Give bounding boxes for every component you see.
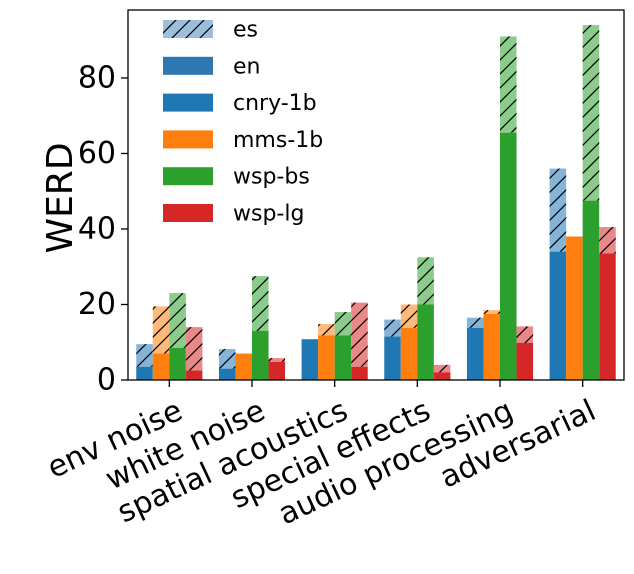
bar-es-hatch-mms-1b-0 xyxy=(152,306,170,354)
bars-layer xyxy=(136,25,616,380)
bar-en-wsp-lg-3 xyxy=(433,372,451,380)
bar-en-mms-1b-5 xyxy=(566,236,583,380)
legend-swatch-wsp-bs xyxy=(163,167,213,186)
legend-label-mms-1b: mms-1b xyxy=(233,128,323,153)
legend-label-wsp-bs: wsp-bs xyxy=(233,165,310,190)
bar-es-hatch-wsp-bs-1 xyxy=(252,276,269,331)
bar-es-hatch-wsp-lg-2 xyxy=(351,302,368,367)
bar-es-hatch-cnry-1b-5 xyxy=(549,168,567,252)
legend-swatch-en xyxy=(163,56,213,75)
bar-es-hatch-mms-1b-2 xyxy=(318,324,335,336)
bar-es-hatch-wsp-lg-5 xyxy=(599,227,616,254)
bar-es-hatch-cnry-1b-3 xyxy=(384,319,401,337)
bar-es-hatch-wsp-bs-2 xyxy=(334,312,352,336)
bar-en-cnry-1b-1 xyxy=(218,368,236,380)
bar-en-wsp-bs-2 xyxy=(334,335,352,380)
bar-es-hatch-wsp-bs-3 xyxy=(417,257,434,305)
bar-es-hatch-wsp-bs-4 xyxy=(500,36,517,133)
bar-en-mms-1b-2 xyxy=(318,335,335,380)
bar-es-hatch-cnry-1b-4 xyxy=(466,317,484,328)
y-tick-label: 20 xyxy=(78,287,116,322)
bar-en-mms-1b-0 xyxy=(152,353,170,380)
bar-en-mms-1b-3 xyxy=(400,327,418,380)
bar-es-hatch-wsp-lg-0 xyxy=(185,327,203,371)
legend-label-es: es xyxy=(233,18,258,43)
legend-label-en: en xyxy=(233,54,260,79)
legend-swatch-cnry-1b xyxy=(163,93,213,112)
bar-en-wsp-bs-4 xyxy=(500,132,517,380)
bar-es-hatch-wsp-bs-0 xyxy=(169,293,186,348)
legend-swatch-mms-1b xyxy=(163,130,213,149)
bar-en-wsp-lg-5 xyxy=(599,253,616,380)
bar-es-hatch-wsp-lg-4 xyxy=(516,326,534,343)
bar-es-hatch-mms-1b-3 xyxy=(400,304,418,328)
bar-en-wsp-bs-0 xyxy=(169,347,186,380)
bar-es-hatch-cnry-1b-0 xyxy=(136,344,153,367)
plot-frame xyxy=(127,9,625,381)
bar-en-wsp-bs-1 xyxy=(252,330,269,380)
bar-en-wsp-bs-5 xyxy=(582,200,600,380)
legend-swatch-wsp-lg xyxy=(163,204,213,222)
legend-label-wsp-lg: wsp-lg xyxy=(233,202,304,227)
bar-en-wsp-lg-0 xyxy=(185,370,203,380)
bar-en-mms-1b-1 xyxy=(235,353,252,380)
bar-en-wsp-lg-2 xyxy=(351,366,368,380)
bar-en-cnry-1b-0 xyxy=(136,366,153,380)
bar-en-cnry-1b-3 xyxy=(384,336,401,380)
legend-swatch-hatch xyxy=(163,20,213,38)
bar-es-hatch-cnry-1b-1 xyxy=(218,349,236,369)
bar-en-cnry-1b-5 xyxy=(549,251,567,380)
bar-en-mms-1b-4 xyxy=(483,313,500,380)
bar-en-wsp-lg-1 xyxy=(268,361,286,380)
legend: es en cnry-1b mms-1b wsp-bs wsp-lg xyxy=(163,18,323,227)
bar-es-hatch-wsp-lg-1 xyxy=(268,358,286,362)
bar-en-wsp-bs-3 xyxy=(417,304,434,380)
y-tick-label: 80 xyxy=(78,60,116,95)
y-tick-label: 60 xyxy=(78,136,116,171)
bar-en-cnry-1b-4 xyxy=(466,327,484,380)
legend-label-cnry-1b: cnry-1b xyxy=(233,91,317,116)
bar-en-wsp-lg-4 xyxy=(516,343,534,380)
bar-es-hatch-wsp-bs-5 xyxy=(582,25,600,201)
y-tick-label: 0 xyxy=(97,363,116,398)
bar-es-hatch-mms-1b-4 xyxy=(483,310,500,314)
bar-es-hatch-wsp-lg-3 xyxy=(433,364,451,373)
y-axis: 0 20 40 60 80 xyxy=(78,60,128,398)
y-axis-label: WERD xyxy=(40,142,81,253)
y-tick-label: 40 xyxy=(78,211,116,246)
bar-en-cnry-1b-2 xyxy=(301,339,319,380)
